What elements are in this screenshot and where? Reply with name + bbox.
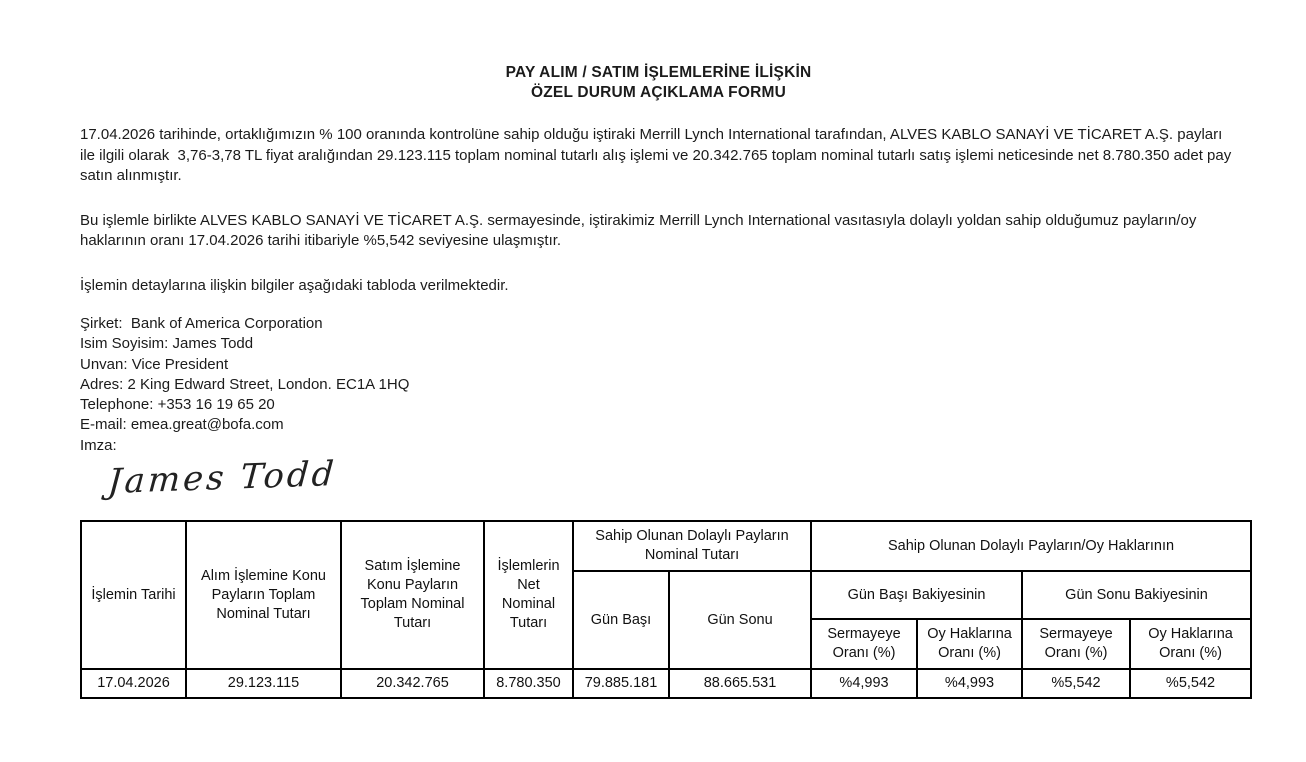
- paragraph-transaction-summary: 17.04.2026 tarihinde, ortaklığımızın % 1…: [80, 126, 1236, 184]
- col-header-gun-basi-sermayeye-orani: Sermayeye Oranı (%): [810, 618, 919, 671]
- cell-alim-nominal: 29.123.115: [185, 668, 342, 700]
- contact-job-title: Unvan: Vice President: [80, 355, 229, 373]
- contact-email: E-mail: emea.great@bofa.com: [80, 416, 284, 434]
- transactions-table: İşlemin Tarihi Alım İşlemine Konu Paylar…: [80, 520, 1253, 700]
- col-header-satim-toplam-nominal: Satım İşlemine Konu Payların Toplam Nomi…: [340, 520, 485, 671]
- document-title-line1: PAY ALIM / SATIM İŞLEMLERİNE İLİŞKİN: [505, 64, 812, 81]
- cell-gun-basi-sermaye-orani: %4,993: [810, 668, 919, 700]
- cell-satim-nominal: 20.342.765: [340, 668, 485, 700]
- cell-gun-sonu-oy-orani: %5,542: [1129, 668, 1253, 700]
- cell-gun-basi-nominal: 79.885.181: [572, 668, 670, 700]
- document-title: PAY ALIM / SATIM İŞLEMLERİNE İLİŞKİN ÖZE…: [80, 63, 1237, 103]
- col-header-alim-toplam-nominal: Alım İşlemine Konu Payların Toplam Nomin…: [185, 520, 342, 671]
- contact-company: Şirket: Bank of America Corporation: [80, 315, 323, 332]
- col-header-gun-basi-oy-haklarina-orani: Oy Haklarına Oranı (%): [916, 618, 1024, 671]
- group-header-dolayli-paylar-oy-haklari: Sahip Olunan Dolaylı Payların/Oy Hakları…: [810, 520, 1253, 573]
- col-header-gun-sonu: Gün Sonu: [667, 570, 813, 671]
- cell-gun-sonu-sermaye-orani: %5,542: [1021, 668, 1132, 700]
- group-header-gun-basi-bakiyesinin: Gün Başı Bakiyesinin: [810, 570, 1024, 621]
- contact-block: Şirket: Bank of America Corporation Isim…: [80, 314, 1237, 456]
- col-header-islemin-tarihi: İşlemin Tarihi: [80, 520, 187, 671]
- paragraph-ownership-ratio: Bu işlemle birlikte ALVES KABLO SANAYİ V…: [80, 211, 1201, 250]
- cell-islem-tarihi: 17.04.2026: [80, 668, 187, 700]
- contact-address: Adres: 2 King Edward Street, London. EC1…: [80, 375, 410, 393]
- col-header-gun-sonu-sermayeye-orani: Sermayeye Oranı (%): [1021, 618, 1132, 671]
- handwritten-signature: James Todd: [106, 454, 338, 503]
- signature-area: James Todd: [107, 454, 1237, 510]
- col-header-gun-basi: Gün Başı: [572, 570, 670, 671]
- paragraph-table-intro: İşlemin detaylarına ilişkin bilgiler aşa…: [80, 276, 509, 294]
- table-row: 17.04.2026 29.123.115 20.342.765 8.780.3…: [80, 668, 1253, 700]
- signature-label: Imza:: [80, 436, 117, 454]
- group-header-dolayli-paylar-nominal: Sahip Olunan Dolaylı Payların Nominal Tu…: [571, 520, 813, 573]
- document-title-line2: ÖZEL DURUM AÇIKLAMA FORMU: [531, 84, 786, 101]
- cell-gun-sonu-nominal: 88.665.531: [667, 668, 813, 700]
- contact-telephone: Telephone: +353 16 19 65 20: [80, 396, 275, 414]
- cell-net-nominal: 8.780.350: [483, 668, 574, 700]
- cell-gun-basi-oy-orani: %4,993: [916, 668, 1024, 700]
- group-header-gun-sonu-bakiyesinin: Gün Sonu Bakiyesinin: [1021, 570, 1253, 621]
- contact-name: Isim Soyisim: James Todd: [80, 335, 254, 353]
- col-header-net-nominal: İşlemlerin Net Nominal Tutarı: [483, 520, 574, 671]
- col-header-gun-sonu-oy-haklarina-orani: Oy Haklarına Oranı (%): [1129, 618, 1253, 671]
